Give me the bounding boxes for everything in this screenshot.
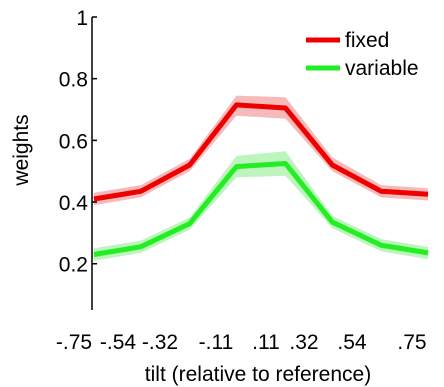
band-fixed xyxy=(94,95,428,206)
y-tick-label: 0.6 xyxy=(59,130,88,153)
x-tick-label: -.54 xyxy=(100,331,137,354)
point-variable-4 xyxy=(284,162,288,166)
point-variable-3 xyxy=(235,165,239,169)
series-line-variable xyxy=(93,161,429,257)
confidence-bands xyxy=(94,95,428,261)
point-variable-1 xyxy=(139,245,143,249)
x-tick-label: -.75 xyxy=(56,331,92,354)
y-ticks: 0.2 0.4 0.6 0.8 1 xyxy=(59,7,97,277)
x-tick-label: .75 xyxy=(397,331,426,354)
legend-label-variable: variable xyxy=(345,57,419,80)
x-tick-label: -.11 xyxy=(199,331,234,354)
legend-label-fixed: fixed xyxy=(345,29,389,52)
y-tick-label: 1 xyxy=(76,7,88,30)
x-axis-title: tilt (relative to reference) xyxy=(145,363,371,386)
point-fixed-1 xyxy=(139,189,143,193)
y-axis-title: weights xyxy=(10,114,33,186)
point-fixed-6 xyxy=(379,189,383,193)
point-variable-6 xyxy=(379,243,383,247)
point-fixed-2 xyxy=(188,163,192,167)
point-fixed-7 xyxy=(426,192,430,196)
band-variable xyxy=(94,151,428,261)
point-variable-2 xyxy=(188,222,192,226)
x-ticks: -.75 -.54 -.32 -.11 .11 .32 .54 .75 xyxy=(56,331,427,354)
series-lines xyxy=(93,102,430,257)
y-tick-label: 0.8 xyxy=(59,69,88,92)
point-variable-5 xyxy=(330,220,334,224)
series-line-fixed xyxy=(93,102,429,202)
x-tick-label: .11 xyxy=(252,331,280,354)
x-tick-label: -.32 xyxy=(142,331,178,354)
point-fixed-5 xyxy=(330,163,334,167)
y-tick-label: 0.4 xyxy=(59,192,89,215)
point-fixed-3 xyxy=(235,103,239,107)
x-tick-label: .54 xyxy=(337,331,367,354)
point-fixed-4 xyxy=(284,106,288,110)
x-tick-label: .32 xyxy=(289,331,318,354)
y-tick-label: 0.2 xyxy=(59,254,88,277)
legend: fixed variable xyxy=(306,29,419,80)
point-variable-7 xyxy=(426,251,430,255)
